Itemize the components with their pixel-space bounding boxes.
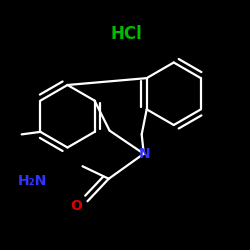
Text: O: O bbox=[70, 199, 82, 213]
Text: N: N bbox=[139, 147, 151, 161]
Text: H₂N: H₂N bbox=[18, 174, 47, 188]
Text: HCl: HCl bbox=[110, 25, 142, 43]
